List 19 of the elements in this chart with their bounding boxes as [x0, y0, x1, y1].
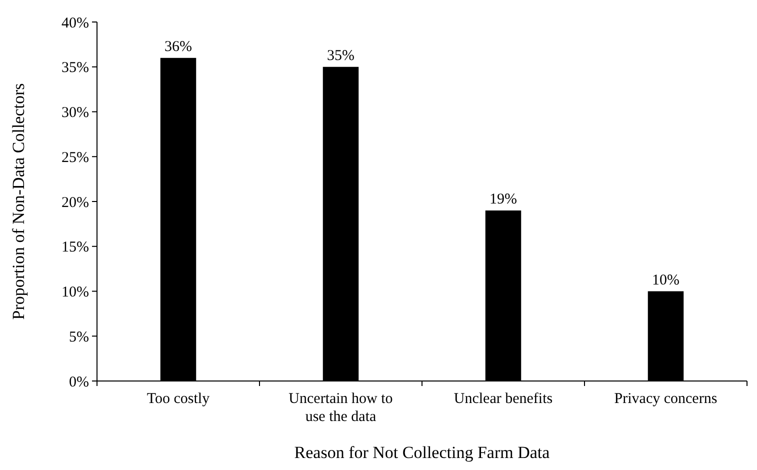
data-label: 10% — [652, 272, 680, 288]
data-label: 19% — [490, 191, 517, 208]
y-tick-label: 40% — [62, 15, 89, 32]
x-tick-label: Unclear benefits — [454, 391, 553, 407]
data-label: 35% — [327, 48, 354, 64]
y-tick-label: 10% — [62, 284, 89, 300]
y-tick-label: 5% — [69, 329, 89, 346]
y-tick-label: 0% — [69, 374, 89, 390]
y-tick-label: 20% — [62, 194, 89, 211]
y-tick-label: 30% — [62, 105, 89, 121]
x-axis-title: Reason for Not Collecting Farm Data — [294, 443, 550, 462]
data-label: 36% — [164, 38, 192, 55]
x-tick-label: Too costly — [146, 391, 210, 407]
x-tick-label: Uncertain how to use the data — [288, 391, 393, 425]
y-tick-label: 15% — [62, 240, 89, 256]
y-tick-label: 35% — [62, 60, 89, 76]
y-tick-label: 25% — [62, 150, 89, 166]
y-axis-title: Proportion of Non-Data Collectors — [9, 83, 28, 320]
x-tick-label: Privacy concerns — [614, 391, 718, 407]
